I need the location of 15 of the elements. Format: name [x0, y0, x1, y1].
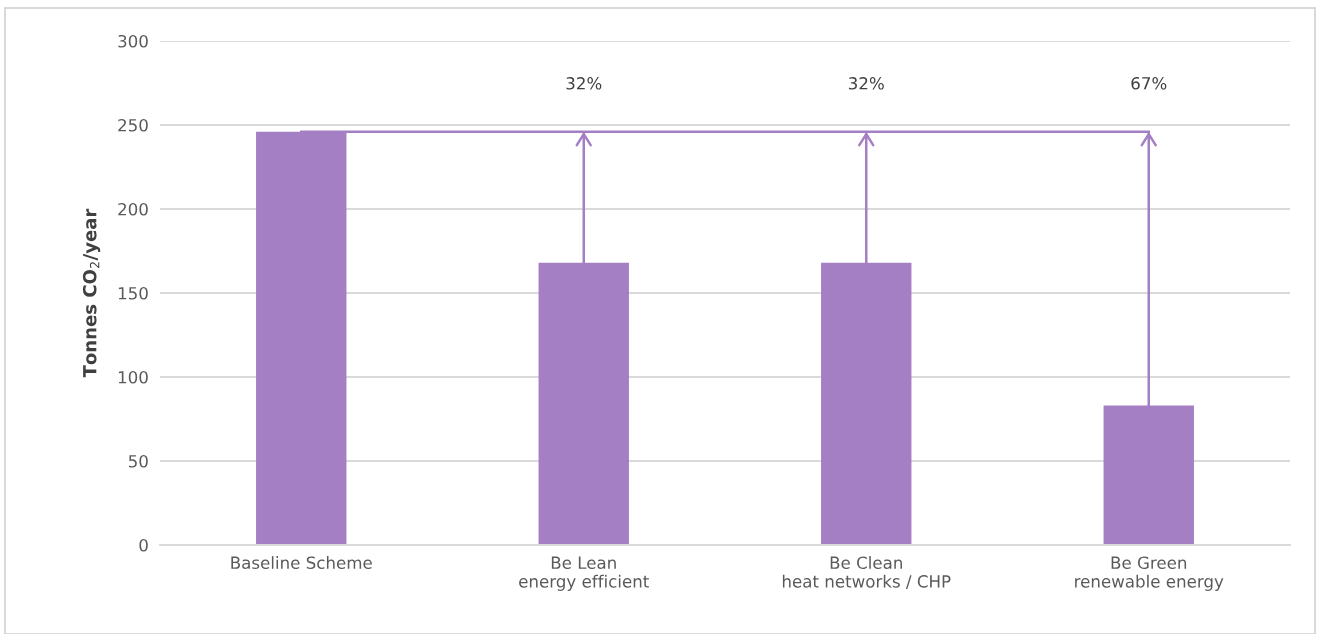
x-tick-label: Be Green renewable energy — [1075, 556, 1224, 591]
y-tick-label: 0 — [139, 538, 148, 552]
annotation: 32% — [566, 77, 602, 90]
y-tick-label: 150 — [118, 286, 148, 300]
annotation: 67% — [1131, 77, 1167, 90]
x-tick-label: Be Clean heat networks / CHP — [782, 556, 951, 589]
annotation: 32% — [849, 77, 884, 90]
y-tick-label: 50 — [128, 454, 148, 468]
y-tick-label: 300 — [118, 34, 148, 48]
x-tick-label: Be Lean energy efficient — [519, 556, 649, 591]
y-axis-title: Tonnes CO$_{2}$/year — [82, 208, 101, 378]
y-tick-label: 200 — [118, 202, 148, 216]
x-tick-label: Baseline Scheme — [231, 556, 372, 570]
y-tick-label: 100 — [118, 370, 148, 384]
y-tick-label: 250 — [118, 118, 148, 132]
